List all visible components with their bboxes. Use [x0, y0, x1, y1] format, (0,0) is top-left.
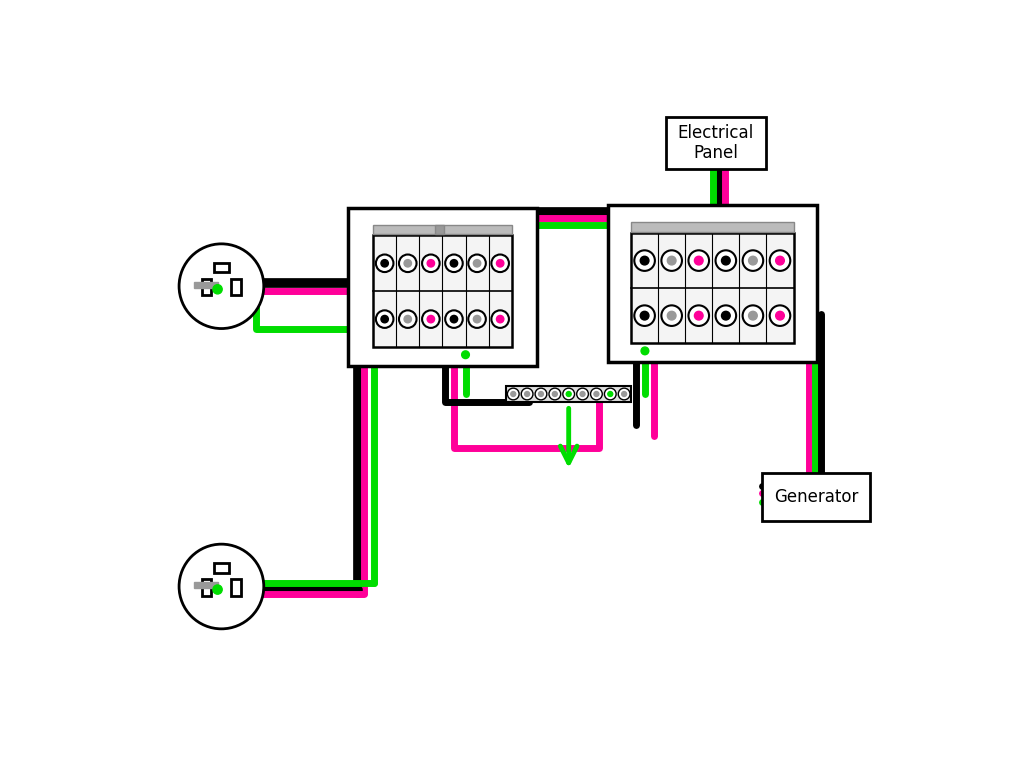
- Bar: [195, 582, 217, 588]
- Circle shape: [497, 316, 504, 323]
- Circle shape: [749, 257, 757, 265]
- Bar: [373, 235, 512, 347]
- Circle shape: [179, 545, 264, 629]
- Circle shape: [468, 310, 485, 328]
- Circle shape: [634, 306, 655, 326]
- Circle shape: [427, 316, 434, 323]
- Bar: [608, 205, 816, 362]
- Circle shape: [618, 388, 630, 400]
- Circle shape: [376, 254, 393, 272]
- Bar: [195, 282, 217, 288]
- Circle shape: [473, 260, 480, 267]
- Circle shape: [716, 306, 736, 326]
- Circle shape: [742, 306, 763, 326]
- Bar: [202, 579, 211, 596]
- Bar: [202, 279, 211, 296]
- Circle shape: [497, 260, 504, 267]
- Circle shape: [492, 254, 509, 272]
- Circle shape: [427, 260, 434, 267]
- Circle shape: [511, 392, 516, 396]
- Circle shape: [213, 285, 222, 294]
- Circle shape: [404, 316, 412, 323]
- Bar: [231, 279, 241, 296]
- Circle shape: [566, 392, 571, 396]
- Circle shape: [608, 392, 612, 396]
- Circle shape: [473, 316, 480, 323]
- Bar: [506, 386, 631, 402]
- Circle shape: [622, 392, 627, 396]
- Circle shape: [508, 388, 519, 400]
- Circle shape: [662, 250, 682, 271]
- Circle shape: [381, 260, 388, 267]
- Circle shape: [749, 311, 757, 320]
- Circle shape: [688, 250, 709, 271]
- Circle shape: [640, 311, 649, 320]
- Circle shape: [549, 388, 561, 400]
- Circle shape: [468, 254, 485, 272]
- Bar: [214, 564, 229, 573]
- Circle shape: [179, 244, 264, 329]
- Circle shape: [399, 310, 417, 328]
- Circle shape: [770, 250, 791, 271]
- Text: Electrical
Panel: Electrical Panel: [678, 124, 754, 162]
- Circle shape: [422, 310, 439, 328]
- Circle shape: [399, 254, 417, 272]
- Bar: [631, 222, 794, 231]
- Bar: [631, 233, 794, 343]
- Circle shape: [742, 250, 763, 271]
- Circle shape: [213, 585, 222, 594]
- Circle shape: [591, 388, 602, 400]
- Circle shape: [634, 250, 655, 271]
- Bar: [762, 473, 869, 521]
- Circle shape: [668, 311, 676, 320]
- Bar: [373, 224, 512, 233]
- Circle shape: [539, 392, 544, 396]
- Circle shape: [451, 316, 458, 323]
- Circle shape: [694, 257, 703, 265]
- Circle shape: [594, 392, 599, 396]
- Circle shape: [521, 388, 532, 400]
- Circle shape: [451, 260, 458, 267]
- Circle shape: [770, 306, 791, 326]
- Circle shape: [422, 254, 439, 272]
- Circle shape: [641, 347, 649, 355]
- Circle shape: [536, 388, 547, 400]
- Circle shape: [492, 310, 509, 328]
- Bar: [348, 207, 538, 366]
- Circle shape: [376, 310, 393, 328]
- Circle shape: [381, 316, 388, 323]
- Circle shape: [563, 388, 574, 400]
- Circle shape: [775, 311, 784, 320]
- Circle shape: [694, 311, 703, 320]
- Circle shape: [716, 250, 736, 271]
- Circle shape: [604, 388, 616, 400]
- Bar: [231, 579, 241, 596]
- Circle shape: [580, 392, 585, 396]
- Circle shape: [668, 257, 676, 265]
- Bar: [666, 117, 766, 169]
- Circle shape: [577, 388, 589, 400]
- Circle shape: [662, 306, 682, 326]
- Circle shape: [524, 392, 529, 396]
- Circle shape: [445, 310, 463, 328]
- Circle shape: [722, 257, 730, 265]
- Bar: [435, 224, 444, 233]
- Circle shape: [640, 257, 649, 265]
- Circle shape: [775, 257, 784, 265]
- Circle shape: [552, 392, 557, 396]
- Circle shape: [462, 351, 469, 359]
- Circle shape: [404, 260, 412, 267]
- Bar: [214, 263, 229, 273]
- Text: Generator: Generator: [774, 488, 858, 506]
- Circle shape: [688, 306, 709, 326]
- Circle shape: [445, 254, 463, 272]
- Circle shape: [722, 311, 730, 320]
